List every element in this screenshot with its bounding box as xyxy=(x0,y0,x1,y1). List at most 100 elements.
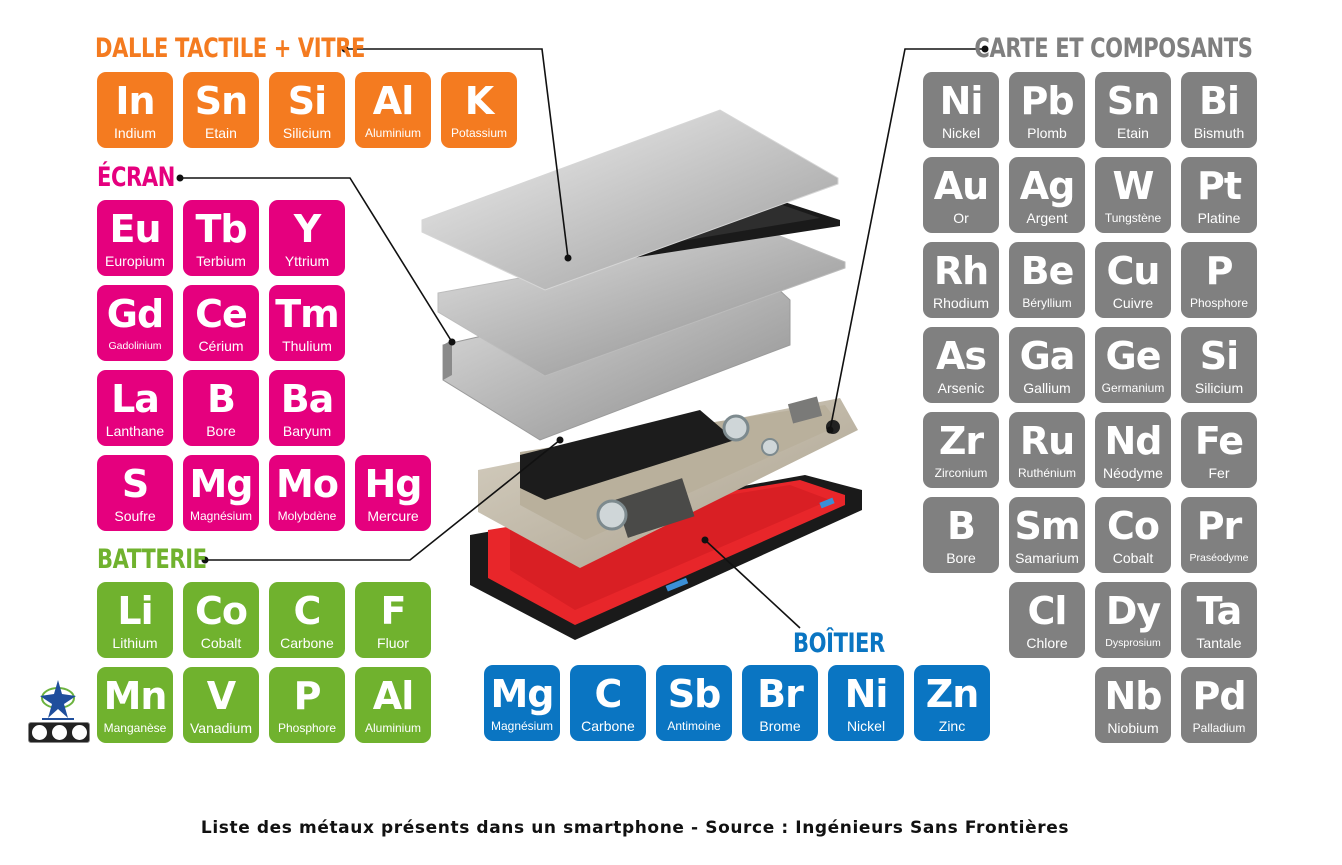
element-symbol: Al xyxy=(372,79,414,123)
element-tile-batterie-v: V Vanadium xyxy=(183,667,259,743)
element-symbol: Rh xyxy=(933,249,989,293)
element-name: Magnésium xyxy=(490,719,554,733)
element-tile-carte-ta: Ta Tantale xyxy=(1181,582,1257,658)
element-symbol: Mg xyxy=(189,462,253,506)
leader-batterie xyxy=(205,439,561,561)
element-name: Aluminium xyxy=(364,721,421,735)
glass-panels xyxy=(421,109,846,377)
element-tile-carte-ni: Ni Nickel xyxy=(923,72,999,148)
element-tile-ecran-eu: Eu Europium xyxy=(97,200,173,276)
element-symbol: W xyxy=(1112,164,1155,208)
element-tile-ecran-mg: Mg Magnésium xyxy=(183,455,259,531)
element-tile-ecran-la: La Lanthane xyxy=(97,370,173,446)
element-tile-carte-bi: Bi Bismuth xyxy=(1181,72,1257,148)
element-name: Lithium xyxy=(112,635,158,651)
element-symbol: Ce xyxy=(195,292,248,336)
element-name: Antimoine xyxy=(667,719,721,733)
element-name: Nickel xyxy=(846,718,886,734)
element-tile-boitier-c: C Carbone xyxy=(570,665,646,741)
element-symbol: C xyxy=(293,589,322,633)
element-symbol: Ga xyxy=(1019,334,1076,378)
element-symbol: Pt xyxy=(1196,164,1242,208)
element-tile-dalle-al: Al Aluminium xyxy=(355,72,431,148)
element-symbol: K xyxy=(464,79,494,123)
element-tile-carte-ga: Ga Gallium xyxy=(1009,327,1085,403)
element-tile-boitier-ni: Ni Nickel xyxy=(828,665,904,741)
element-name: Europium xyxy=(105,253,165,269)
element-name: Potassium xyxy=(450,126,508,140)
element-name: Niobium xyxy=(1107,720,1159,736)
element-tile-ecran-y: Y Yttrium xyxy=(269,200,345,276)
element-name: Gadolinium xyxy=(108,340,162,352)
element-symbol: Ta xyxy=(1196,589,1243,633)
element-tile-batterie-li: Li Lithium xyxy=(97,582,173,658)
element-name: Cobalt xyxy=(1112,550,1154,566)
element-symbol: Tm xyxy=(275,292,340,336)
element-tile-carte-pd: Pd Palladium xyxy=(1181,667,1257,743)
element-name: Bismuth xyxy=(1193,125,1245,141)
figure-caption: Liste des métaux présents dans un smartp… xyxy=(200,818,1070,838)
element-symbol: Au xyxy=(933,164,989,208)
element-name: Soufre xyxy=(114,508,156,524)
heading-boitier: BOÎTIER xyxy=(793,628,885,659)
heading-dalle: DALLE TACTILE + VITRE xyxy=(95,33,366,64)
element-tile-dalle-in: In Indium xyxy=(97,72,173,148)
element-symbol: Pr xyxy=(1196,504,1243,548)
leader-carte xyxy=(829,48,985,431)
element-symbol: Sb xyxy=(667,672,722,716)
element-name: Praséodyme xyxy=(1189,552,1249,564)
element-name: Bore xyxy=(946,550,976,566)
element-name: Argent xyxy=(1026,210,1068,226)
element-name: Platine xyxy=(1197,210,1241,226)
element-tile-carte-si: Si Silicium xyxy=(1181,327,1257,403)
element-symbol: B xyxy=(207,377,236,421)
element-tile-batterie-co: Co Cobalt xyxy=(183,582,259,658)
element-symbol: Ag xyxy=(1019,164,1076,208)
element-symbol: Mg xyxy=(490,672,554,716)
element-name: Tungstène xyxy=(1104,211,1162,225)
element-tile-dalle-k: K Potassium xyxy=(441,72,517,148)
element-tile-carte-sm: Sm Samarium xyxy=(1009,497,1085,573)
creative-commons-icon xyxy=(28,722,90,743)
element-name: Terbium xyxy=(196,253,246,269)
element-tile-carte-cl: Cl Chlore xyxy=(1009,582,1085,658)
leader-dalle xyxy=(345,48,569,259)
element-symbol: Zr xyxy=(938,419,984,463)
element-symbol: Sn xyxy=(1106,79,1160,123)
element-symbol: Ge xyxy=(1105,334,1162,378)
element-name: Carbone xyxy=(280,635,334,651)
element-tile-ecran-b: B Bore xyxy=(183,370,259,446)
element-tile-batterie-p: P Phosphore xyxy=(269,667,345,743)
element-tile-dalle-sn: Sn Etain xyxy=(183,72,259,148)
element-name: Vanadium xyxy=(189,720,252,736)
element-tile-batterie-c: C Carbone xyxy=(269,582,345,658)
element-symbol: Co xyxy=(1107,504,1160,548)
element-tile-ecran-mo: Mo Molybdène xyxy=(269,455,345,531)
element-symbol: Ni xyxy=(844,672,889,716)
element-name: Rhodium xyxy=(932,295,990,311)
element-tile-carte-be: Be Béryllium xyxy=(1009,242,1085,318)
element-tile-carte-fe: Fe Fer xyxy=(1181,412,1257,488)
element-tile-carte-p: P Phosphore xyxy=(1181,242,1257,318)
element-symbol: S xyxy=(121,462,149,506)
element-symbol: Hg xyxy=(364,462,422,506)
heading-carte: CARTE ET COMPOSANTS xyxy=(973,33,1252,64)
element-symbol: Tb xyxy=(195,207,247,251)
element-name: Chlore xyxy=(1026,635,1068,651)
element-name: Lanthane xyxy=(105,423,165,439)
element-symbol: As xyxy=(935,334,987,378)
element-symbol: P xyxy=(293,674,322,718)
element-name: Tantale xyxy=(1196,635,1242,651)
element-tile-carte-pr: Pr Praséodyme xyxy=(1181,497,1257,573)
element-tile-carte-b: B Bore xyxy=(923,497,999,573)
element-symbol: Si xyxy=(1199,334,1239,378)
element-symbol: V xyxy=(206,674,236,718)
element-symbol: Co xyxy=(195,589,248,633)
element-tile-carte-nb: Nb Niobium xyxy=(1095,667,1171,743)
element-symbol: Ru xyxy=(1019,419,1075,463)
element-tile-carte-au: Au Or xyxy=(923,157,999,233)
element-tile-carte-pt: Pt Platine xyxy=(1181,157,1257,233)
element-tile-boitier-br: Br Brome xyxy=(742,665,818,741)
element-name: Fluor xyxy=(377,635,409,651)
